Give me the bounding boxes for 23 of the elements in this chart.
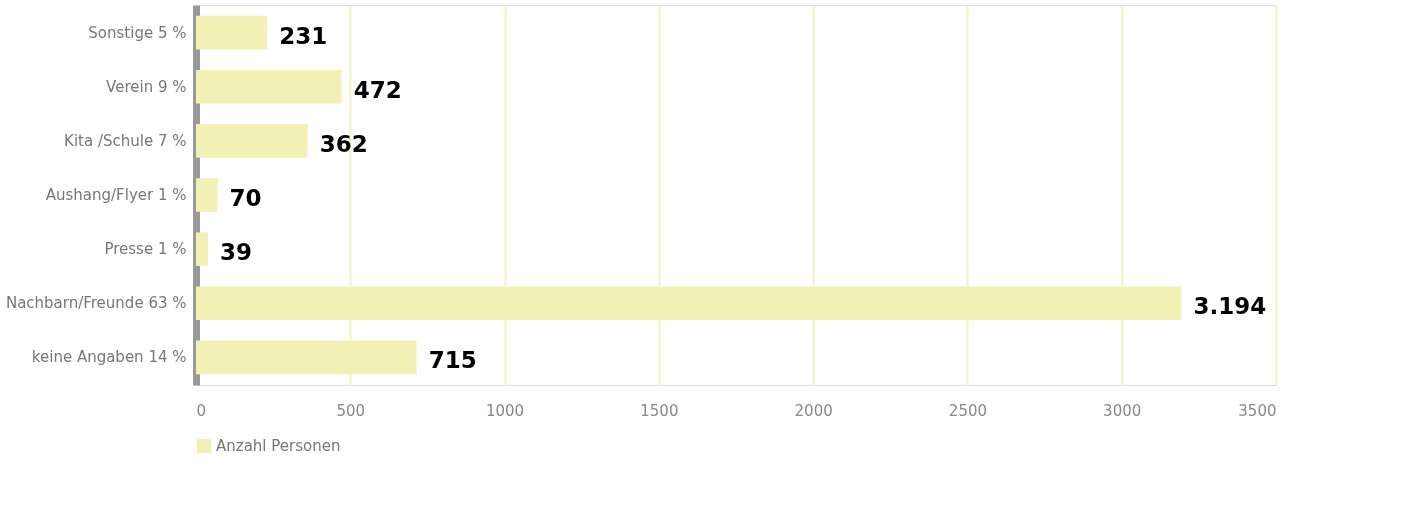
x-tick-label: 500 xyxy=(336,401,366,420)
x-tick-label: 0 xyxy=(196,401,207,420)
data-label: 715 xyxy=(428,347,477,374)
x-tick-label: 1000 xyxy=(485,401,525,420)
data-label: 362 xyxy=(319,130,368,157)
y-tick-label: keine Angaben 14 % xyxy=(31,348,187,367)
y-tick-label: Sonstige 5 % xyxy=(88,23,187,42)
y-tick-label: Aushang/Flyer 1 % xyxy=(45,186,187,204)
x-tick-label: 2500 xyxy=(948,401,988,420)
data-label: 3.194 xyxy=(1193,293,1267,320)
legend-label: Anzahl Personen xyxy=(216,437,341,455)
x-tick-label: 3000 xyxy=(1103,401,1142,420)
y-tick-label: Verein 9 % xyxy=(106,77,187,96)
x-tick-label: 3500 xyxy=(1238,401,1277,420)
data-label: 70 xyxy=(229,185,262,211)
y-tick-label: Nachbarn/Freunde 63 % xyxy=(5,294,187,313)
y-tick-label: Kita /Schule 7 % xyxy=(64,131,187,150)
data-label: 472 xyxy=(353,76,402,103)
x-tick-label: 1500 xyxy=(640,401,679,420)
data-label: 231 xyxy=(279,22,328,49)
x-tick-label: 2000 xyxy=(794,401,833,420)
y-tick-label: Presse 1 % xyxy=(104,240,187,259)
data-label: 39 xyxy=(220,239,253,266)
